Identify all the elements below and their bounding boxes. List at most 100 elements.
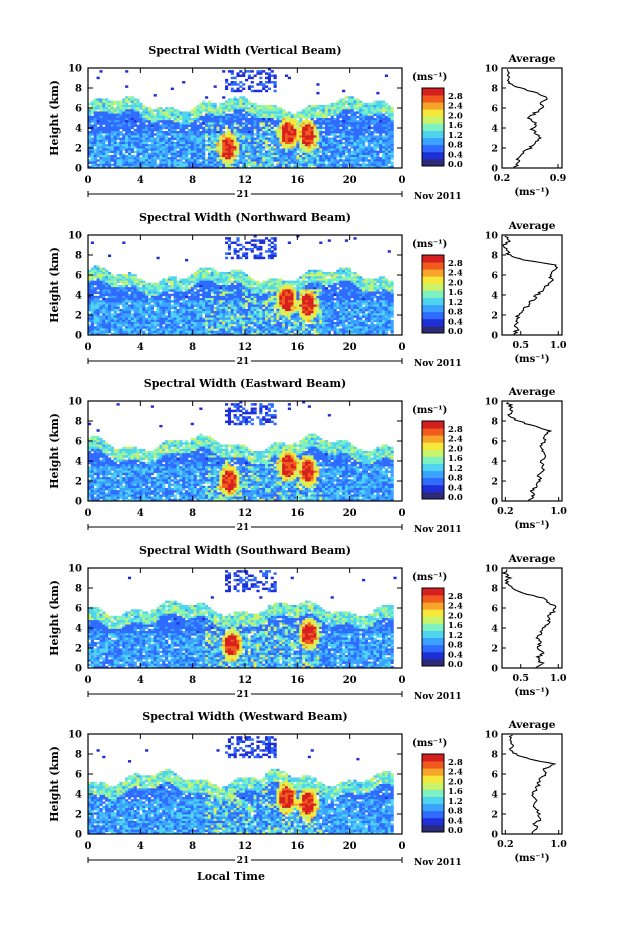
heatmap-cell — [168, 307, 171, 309]
heatmap-cell — [228, 302, 231, 304]
x-tick-label: 4 — [137, 175, 144, 186]
heatmap-cell — [345, 118, 348, 120]
heatmap-cell — [142, 155, 145, 157]
heatmap-cell — [305, 307, 308, 309]
heatmap-cell — [328, 164, 331, 166]
heatmap-cell — [202, 161, 205, 163]
heatmap-cell — [359, 140, 362, 142]
heatmap-cell — [179, 289, 182, 291]
heatmap-cell — [259, 83, 262, 85]
heatmap-cell — [99, 307, 102, 309]
heatmap-cell — [345, 133, 348, 135]
heatmap-cell — [199, 144, 202, 146]
heatmap-cell — [137, 151, 140, 153]
heatmap-cell — [188, 122, 191, 124]
heatmap-cell — [162, 140, 165, 142]
heatmap-cell — [348, 101, 351, 103]
heatmap-cell — [168, 148, 171, 150]
heatmap-cell — [234, 300, 237, 302]
heatmap-cell — [368, 131, 371, 133]
heatmap-cell — [105, 292, 108, 294]
heatmap-cell — [333, 294, 336, 296]
heatmap-cell — [105, 138, 108, 140]
heatmap-cell — [97, 278, 100, 280]
heatmap-cell — [305, 153, 308, 155]
heatmap-cell — [302, 309, 305, 311]
heatmap-cell — [276, 125, 279, 127]
heatmap-cell — [262, 294, 265, 296]
heatmap-cell — [162, 138, 165, 140]
heatmap-cell — [333, 144, 336, 146]
heatmap-cell — [91, 278, 94, 280]
heatmap-cell — [145, 296, 148, 298]
heatmap-cell — [299, 131, 302, 133]
heatmap-cell — [316, 161, 319, 163]
heatmap-cell — [148, 300, 151, 302]
heatmap-cell — [345, 101, 348, 103]
heatmap-cell — [191, 278, 194, 280]
heatmap-cell — [299, 129, 302, 131]
heatmap-cell — [382, 140, 385, 142]
heatmap-cell — [102, 157, 105, 159]
heatmap-cell — [288, 157, 291, 159]
heatmap-cell — [288, 153, 291, 155]
heatmap-cell — [333, 125, 336, 127]
heatmap-cell — [305, 276, 308, 278]
heatmap-cell — [316, 159, 319, 161]
heatmap-cell — [148, 305, 151, 307]
heatmap-cell — [151, 296, 154, 298]
heatmap-cell — [262, 135, 265, 137]
heatmap-cell — [159, 135, 162, 137]
heatmap-cell — [194, 159, 197, 161]
heatmap-cell — [276, 122, 279, 124]
heatmap-cell — [302, 120, 305, 122]
heatmap-cell — [288, 122, 291, 124]
heatmap-cell — [174, 292, 177, 294]
heatmap-cell — [182, 278, 185, 280]
heatmap-cell — [219, 278, 222, 280]
heatmap-cell — [274, 307, 277, 309]
heatmap-cell — [105, 135, 108, 137]
heatmap-cell — [254, 164, 257, 166]
heatmap-cell — [185, 302, 188, 304]
heatmap-cell — [299, 142, 302, 144]
heatmap-cell — [299, 151, 302, 153]
colorbar-tick-label: 0.4 — [448, 150, 463, 160]
y-axis-label: Height (km) — [48, 80, 61, 156]
heatmap-cell — [122, 127, 125, 129]
heatmap-cell — [336, 294, 339, 296]
heatmap-cell — [131, 98, 134, 100]
heatmap-cell — [125, 116, 128, 118]
heatmap-cell — [108, 283, 111, 285]
heatmap-cell — [285, 151, 288, 153]
heatmap-cell — [234, 120, 237, 122]
heatmap-cell — [351, 120, 354, 122]
heatmap-cell — [114, 125, 117, 127]
heatmap-cell — [276, 159, 279, 161]
heatmap-cell — [139, 122, 142, 124]
heatmap-cell — [154, 94, 157, 96]
heatmap-cell — [139, 309, 142, 311]
heatmap-cell — [271, 298, 274, 300]
heatmap-cell — [234, 151, 237, 153]
heatmap-cell — [208, 135, 211, 137]
heatmap-cell — [271, 107, 274, 109]
heatmap-cell — [285, 309, 288, 311]
heatmap-cell — [279, 283, 282, 285]
heatmap-cell — [228, 296, 231, 298]
heatmap-cell — [365, 289, 368, 291]
heatmap-cell — [114, 164, 117, 166]
heatmap-cell — [231, 164, 234, 166]
heatmap-cell — [91, 138, 94, 140]
heatmap-cell — [274, 116, 277, 118]
heatmap-cell — [196, 281, 199, 283]
heatmap-cell — [205, 276, 208, 278]
heatmap-cell — [185, 289, 188, 291]
heatmap-cell — [234, 142, 237, 144]
heatmap-cell — [216, 140, 219, 142]
heatmap-cell — [219, 138, 222, 140]
heatmap-cell — [308, 289, 311, 291]
heatmap-cell — [328, 281, 331, 283]
heatmap-cell — [365, 287, 368, 289]
heatmap-cell — [279, 129, 282, 131]
